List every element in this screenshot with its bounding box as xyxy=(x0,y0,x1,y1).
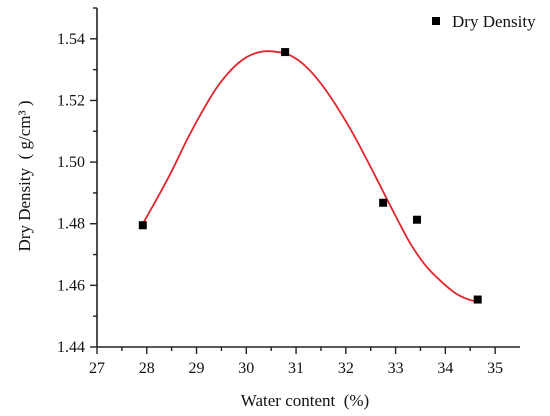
data-point xyxy=(379,198,388,207)
y-tick-label: 1.46 xyxy=(57,277,85,294)
y-tick-label: 1.50 xyxy=(57,154,85,171)
y-axis-ticks: 1.44 1.46 1.48 1.50 1.52 1.54 xyxy=(57,7,97,356)
x-tick-label: 32 xyxy=(338,360,354,377)
x-tick-label: 34 xyxy=(437,360,453,377)
x-tick-label: 35 xyxy=(487,360,503,377)
x-tick-label: 28 xyxy=(139,360,155,377)
y-tick-label: 1.48 xyxy=(57,216,85,233)
x-tick-label: 27 xyxy=(89,360,105,377)
x-tick-label: 31 xyxy=(288,360,304,377)
y-tick-label: 1.54 xyxy=(57,31,85,48)
y-tick-label: 1.52 xyxy=(57,92,85,109)
legend-label-dry-density: Dry Density xyxy=(452,12,536,31)
x-tick-label: 33 xyxy=(388,360,404,377)
data-point xyxy=(138,221,147,230)
y-tick-label: 1.44 xyxy=(57,339,85,356)
legend: Dry Density xyxy=(432,12,536,31)
fit-curve xyxy=(142,50,478,303)
axes xyxy=(96,8,520,348)
fit-curve-layer xyxy=(142,50,478,303)
x-tick-label: 30 xyxy=(238,360,254,377)
data-points-layer xyxy=(138,48,482,304)
x-axis-title: Water content (%) xyxy=(241,391,369,410)
x-tick-label: 29 xyxy=(189,360,205,377)
y-axis-title: Dry Density ( g/cm³ ) xyxy=(15,101,34,252)
x-axis-ticks: 27 28 29 30 31 32 33 34 35 xyxy=(89,347,503,377)
data-point xyxy=(412,215,421,224)
data-point xyxy=(281,48,290,57)
data-point xyxy=(473,295,482,304)
legend-marker-dry-density xyxy=(432,17,440,25)
